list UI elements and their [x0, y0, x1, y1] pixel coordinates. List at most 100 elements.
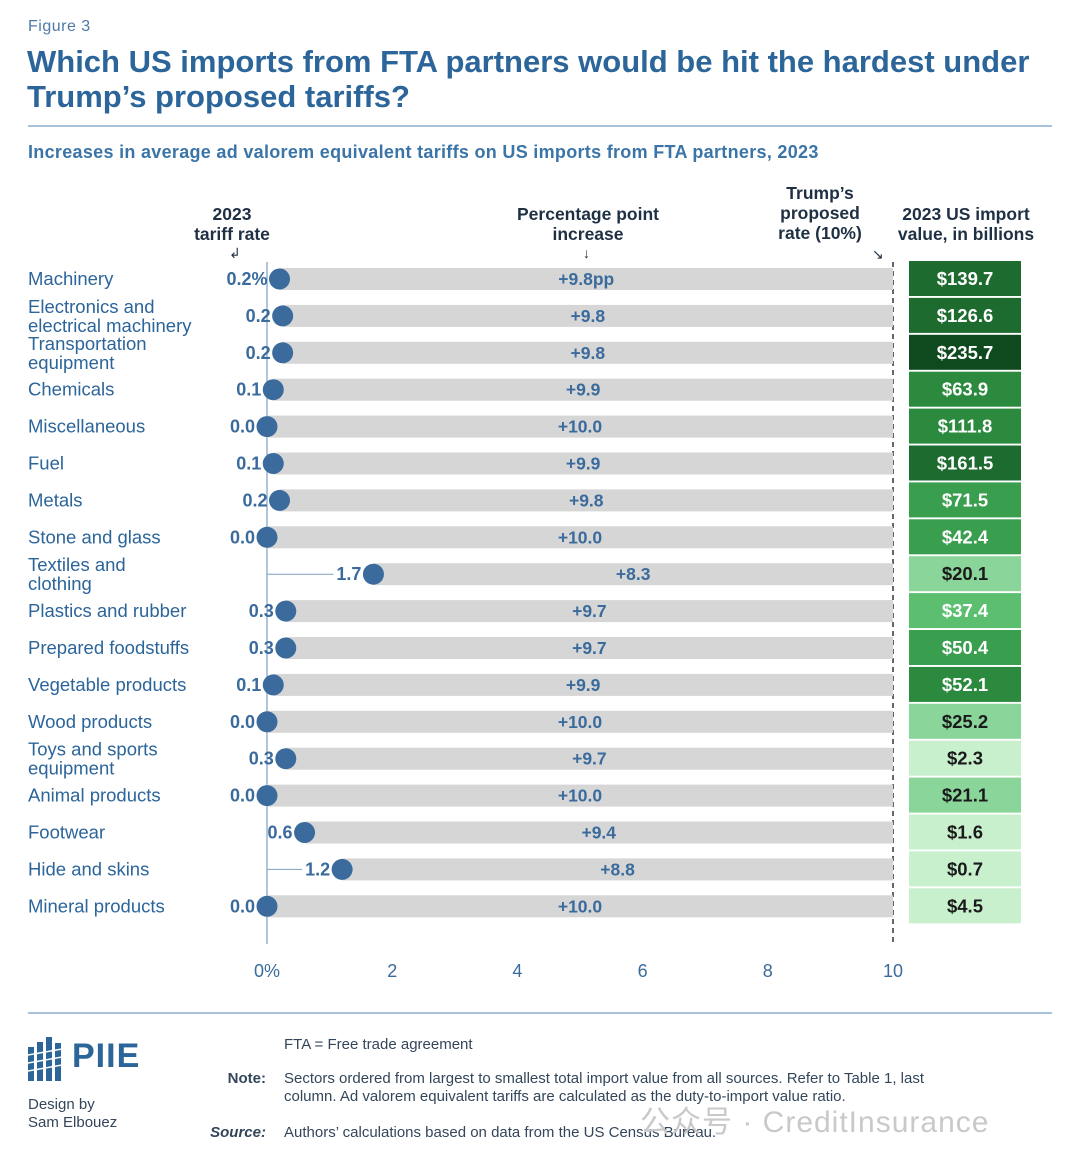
row-8-label: Stone and glass	[28, 526, 161, 547]
row-18-increase-bar	[267, 895, 893, 918]
row-1-rate-dot	[269, 268, 291, 290]
row-4-label: Chemicals	[28, 379, 114, 400]
designer-line2: Sam Elbouez	[28, 1114, 118, 1131]
row-18-label: Mineral products	[28, 895, 165, 916]
row-9-rate-dot	[362, 563, 384, 585]
row-4-increase-bar	[273, 378, 893, 401]
row-16-import-cell	[909, 814, 1021, 850]
row-7-import-value: $71.5	[942, 489, 988, 510]
piie-logo-text: PIIE	[72, 1037, 141, 1075]
row-10-rate-dot	[275, 600, 297, 622]
row-2-increase-label: +9.8	[571, 306, 606, 326]
row-16-import-value: $1.6	[947, 822, 983, 843]
row-11-rate-label: 0.3	[249, 638, 274, 658]
row-7-increase-label: +9.8	[569, 490, 604, 510]
row-11-label: Prepared foodstuffs	[28, 637, 189, 658]
row-9-label-line1: Textiles and	[28, 554, 126, 575]
row-6-import-value: $161.5	[937, 453, 994, 474]
proposed-header-line2: proposed	[780, 203, 860, 223]
row-5-import-value: $111.8	[938, 416, 993, 437]
row-10-import-cell	[909, 593, 1021, 629]
row-13-increase-bar	[267, 710, 893, 733]
row-14-label-line1: Toys and sports	[28, 739, 158, 760]
row-15-import-cell	[909, 777, 1021, 813]
row-4-rate-label: 0.1	[236, 380, 261, 400]
row-5-increase-label: +10.0	[558, 417, 603, 437]
row-18-rate-label: 0.0	[230, 896, 255, 916]
row-9-import-value: $20.1	[942, 563, 988, 584]
row-12-import-value: $52.1	[942, 674, 988, 695]
fta-definition: FTA = Free trade agreement	[284, 1036, 473, 1053]
import-header-line2: value, in billions	[897, 224, 1035, 244]
row-18-rate-dot	[256, 895, 278, 917]
row-1-import-value: $139.7	[937, 268, 994, 289]
row-9-label-line2: clothing	[28, 573, 92, 594]
figure-label: Figure 3	[28, 18, 91, 35]
row-5-label: Miscellaneous	[28, 416, 145, 437]
row-2-label-line2: electrical machinery	[28, 315, 192, 336]
row-9-rate-label: 1.7	[336, 564, 361, 584]
row-9-increase-bar	[373, 563, 893, 586]
increase-header-line1: Percentage point	[517, 204, 659, 224]
row-5-import-cell	[909, 408, 1021, 444]
row-16-rate-label: 0.6	[268, 823, 293, 843]
proposed-header-line3: rate (10%)	[778, 223, 862, 243]
row-3-import-cell	[909, 334, 1021, 370]
x-tick-8: 8	[763, 961, 773, 981]
row-10-label: Plastics and rubber	[28, 600, 186, 621]
row-1-rate-label: 0.2%	[226, 269, 267, 289]
row-6-rate-label: 0.1	[236, 454, 261, 474]
row-14-increase-label: +9.7	[572, 749, 607, 769]
tariff-rate-arrow-icon: ↲	[229, 245, 241, 261]
row-2-import-cell	[909, 297, 1021, 333]
proposed-rate-header: Trump’s proposed rate (10%)	[755, 183, 885, 243]
row-7-label: Metals	[28, 489, 83, 510]
row-7-increase-bar	[279, 489, 893, 512]
row-8-increase-bar	[267, 526, 893, 549]
row-11-import-value: $50.4	[942, 637, 989, 658]
row-17-import-cell	[909, 851, 1021, 887]
row-18-increase-label: +10.0	[558, 896, 603, 916]
row-13-import-value: $25.2	[942, 711, 988, 732]
footer-divider	[28, 1012, 1052, 1014]
row-14-label-line2: equipment	[28, 758, 114, 779]
row-14-import-cell	[909, 740, 1021, 776]
row-1-increase-bar	[279, 268, 893, 290]
row-1-label: Machinery	[28, 268, 114, 289]
row-11-increase-label: +9.7	[572, 638, 607, 658]
row-17-label: Hide and skins	[28, 858, 149, 879]
row-17-increase-bar	[342, 858, 893, 881]
tariff-rate-header-line1: 2023	[212, 204, 252, 224]
note-text: Sectors ordered from largest to smallest…	[284, 1070, 1044, 1106]
row-15-import-value: $21.1	[942, 785, 988, 806]
tariff-rate-header-line2: tariff rate	[194, 224, 270, 244]
row-16-rate-dot	[294, 822, 316, 843]
designer-line1: Design by	[28, 1096, 95, 1113]
row-2-rate-label: 0.2	[246, 306, 271, 326]
row-13-increase-label: +10.0	[558, 712, 603, 732]
row-11-import-cell	[909, 630, 1021, 665]
row-13-label: Wood products	[28, 711, 152, 732]
x-tick-4: 4	[512, 961, 522, 981]
row-16-increase-bar	[304, 821, 893, 844]
x-tick-0pct: 0%	[254, 961, 280, 981]
row-7-rate-dot	[269, 489, 291, 511]
title-divider	[28, 125, 1052, 127]
row-10-rate-label: 0.3	[249, 601, 274, 621]
row-13-rate-label: 0.0	[230, 712, 255, 732]
row-8-import-value: $42.4	[942, 526, 989, 547]
row-6-increase-label: +9.9	[566, 454, 601, 474]
row-6-rate-dot	[262, 453, 284, 474]
row-7-import-cell	[909, 482, 1021, 518]
row-15-label: Animal products	[28, 785, 161, 806]
row-6-label: Fuel	[28, 453, 64, 474]
row-18-import-cell	[909, 888, 1021, 924]
row-10-increase-bar	[285, 600, 893, 623]
tariff-chart: Machinery 0.2% +9.8pp $139.7 Electronics and…	[28, 261, 1021, 981]
watermark: 公众号 · CreditInsurance	[640, 1106, 990, 1139]
row-2-increase-bar	[282, 304, 893, 327]
row-14-rate-label: 0.3	[249, 749, 274, 769]
row-12-label: Vegetable products	[28, 674, 186, 695]
row-3-import-value: $235.7	[937, 342, 994, 363]
import-value-header: 2023 US import value, in billions	[884, 204, 1048, 244]
